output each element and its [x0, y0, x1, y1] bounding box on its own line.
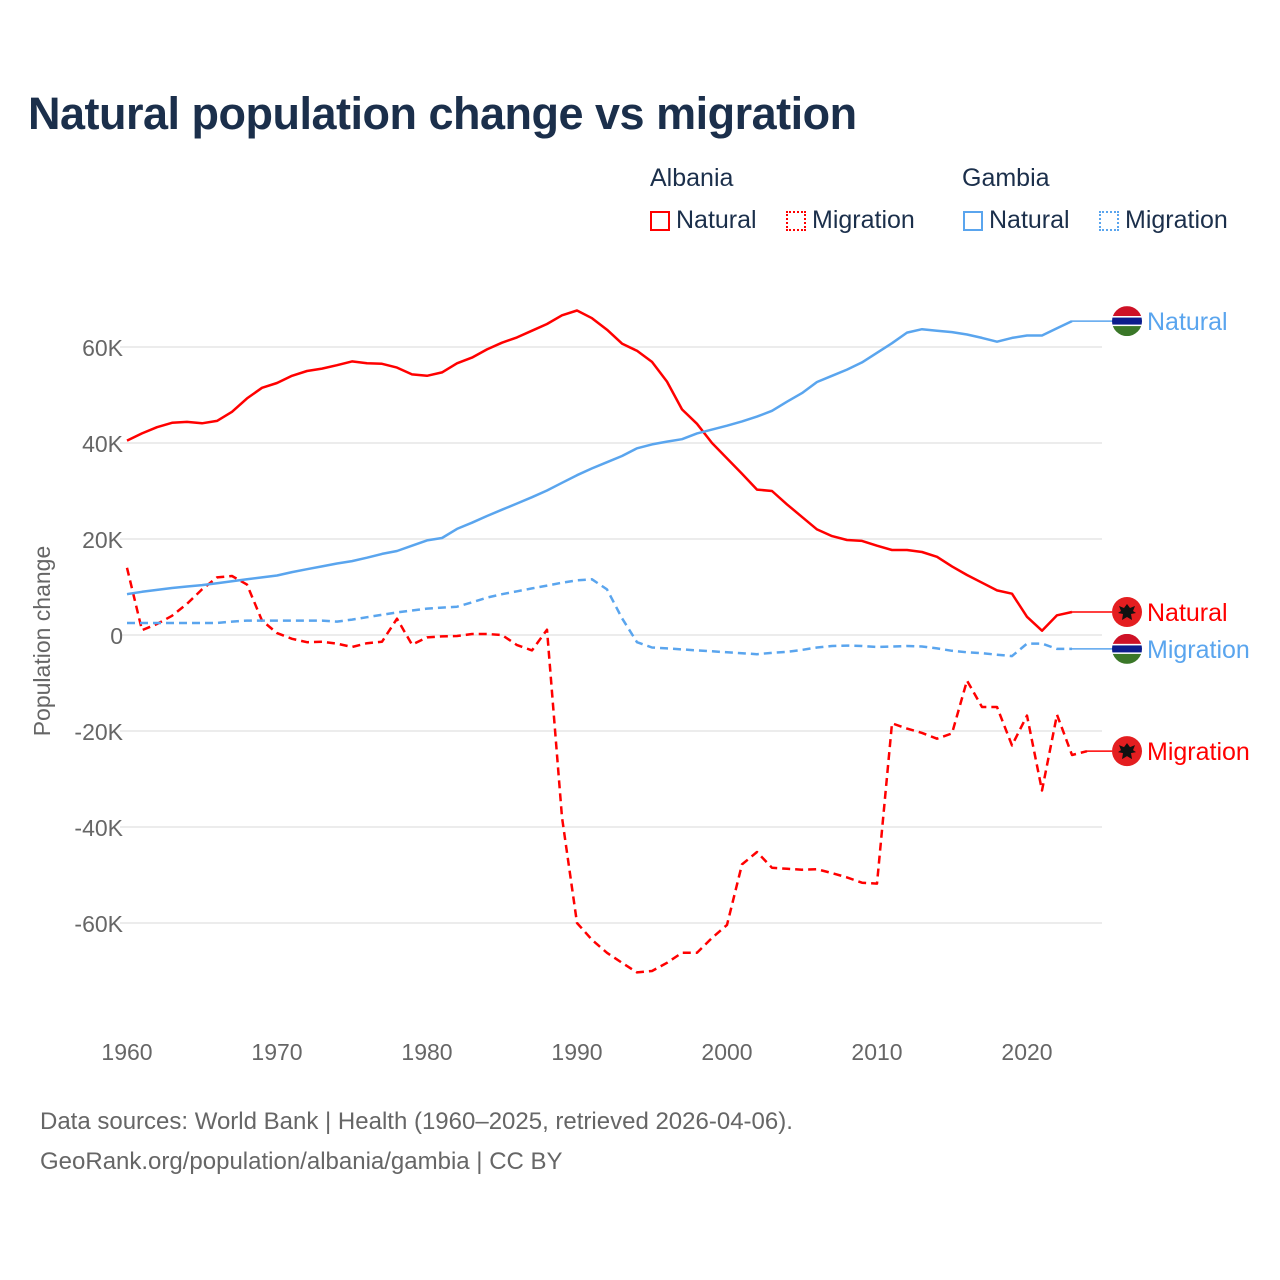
legend-gambia-migration[interactable]: Migration: [1099, 206, 1228, 235]
flag-stripe-blue: [1112, 317, 1142, 325]
legend-swatch-dotted-icon: [786, 210, 806, 231]
legend-albania-migration[interactable]: Migration: [786, 206, 915, 235]
flag-stripe-red: [1112, 306, 1142, 317]
gambia-flag-icon: [1112, 633, 1142, 664]
source-line-2[interactable]: GeoRank.org/population/albania/gambia | …: [40, 1148, 563, 1175]
x-tick-label: 1990: [551, 1039, 602, 1065]
y-tick-label: 40K: [82, 431, 124, 457]
legend-gambia-natural[interactable]: Natural: [963, 206, 1070, 235]
flag-stripe-blue: [1112, 645, 1142, 653]
eagle-icon: [1118, 743, 1136, 760]
series-end-label: Natural: [1147, 599, 1228, 627]
series-end-label: Migration: [1147, 636, 1250, 664]
x-tick-label: 2000: [701, 1039, 752, 1065]
albania-flag-icon: [1112, 596, 1142, 627]
y-tick-label: 60K: [82, 335, 124, 361]
flag-stripe-red: [1112, 633, 1142, 644]
series-end-label: Natural: [1147, 308, 1228, 336]
legend-label: Natural: [989, 206, 1070, 234]
y-tick-label: -40K: [74, 815, 123, 841]
x-tick-label: 1960: [101, 1039, 152, 1065]
gambia-flag-icon: [1112, 306, 1142, 337]
x-tick-label: 1980: [401, 1039, 452, 1065]
flag-stripe-green: [1112, 326, 1142, 337]
flag-stripes: [1112, 633, 1142, 664]
legend-label: Natural: [676, 206, 757, 234]
legend-label: Migration: [812, 206, 915, 234]
flag-stripe-green: [1112, 653, 1142, 664]
y-tick-label: 0: [110, 623, 123, 649]
legend-swatch-solid-icon: [650, 210, 670, 231]
x-tick-label: 1970: [251, 1039, 302, 1065]
legend-label: Migration: [1125, 206, 1228, 234]
chart-title: Natural population change vs migration: [28, 88, 857, 139]
legend-swatch-solid-icon: [963, 210, 983, 231]
series-line-gambia-natural: [126, 319, 1073, 596]
flag-stripes: [1112, 306, 1142, 337]
series-end-label: Migration: [1147, 738, 1250, 766]
albania-flag-icon: [1112, 736, 1142, 767]
legend-group-albania: Albania: [650, 164, 734, 192]
y-tick-label: -20K: [74, 719, 123, 745]
x-tick-label: 2020: [1001, 1039, 1052, 1065]
legend-group-gambia: Gambia: [962, 164, 1050, 192]
eagle-icon: [1118, 603, 1136, 620]
legend-albania-natural[interactable]: Natural: [650, 206, 757, 235]
y-axis-label: Population change: [29, 546, 55, 737]
y-tick-label: -60K: [74, 911, 123, 937]
series-line-albania-migration: [125, 567, 1088, 974]
source-line-1: Data sources: World Bank | Health (1960–…: [40, 1108, 793, 1135]
x-tick-label: 2010: [851, 1039, 902, 1065]
legend-swatch-dotted-icon: [1099, 210, 1119, 231]
series-line-gambia-migration: [127, 578, 1072, 658]
series-line-albania-natural: [126, 309, 1073, 632]
y-tick-label: 20K: [82, 527, 124, 553]
